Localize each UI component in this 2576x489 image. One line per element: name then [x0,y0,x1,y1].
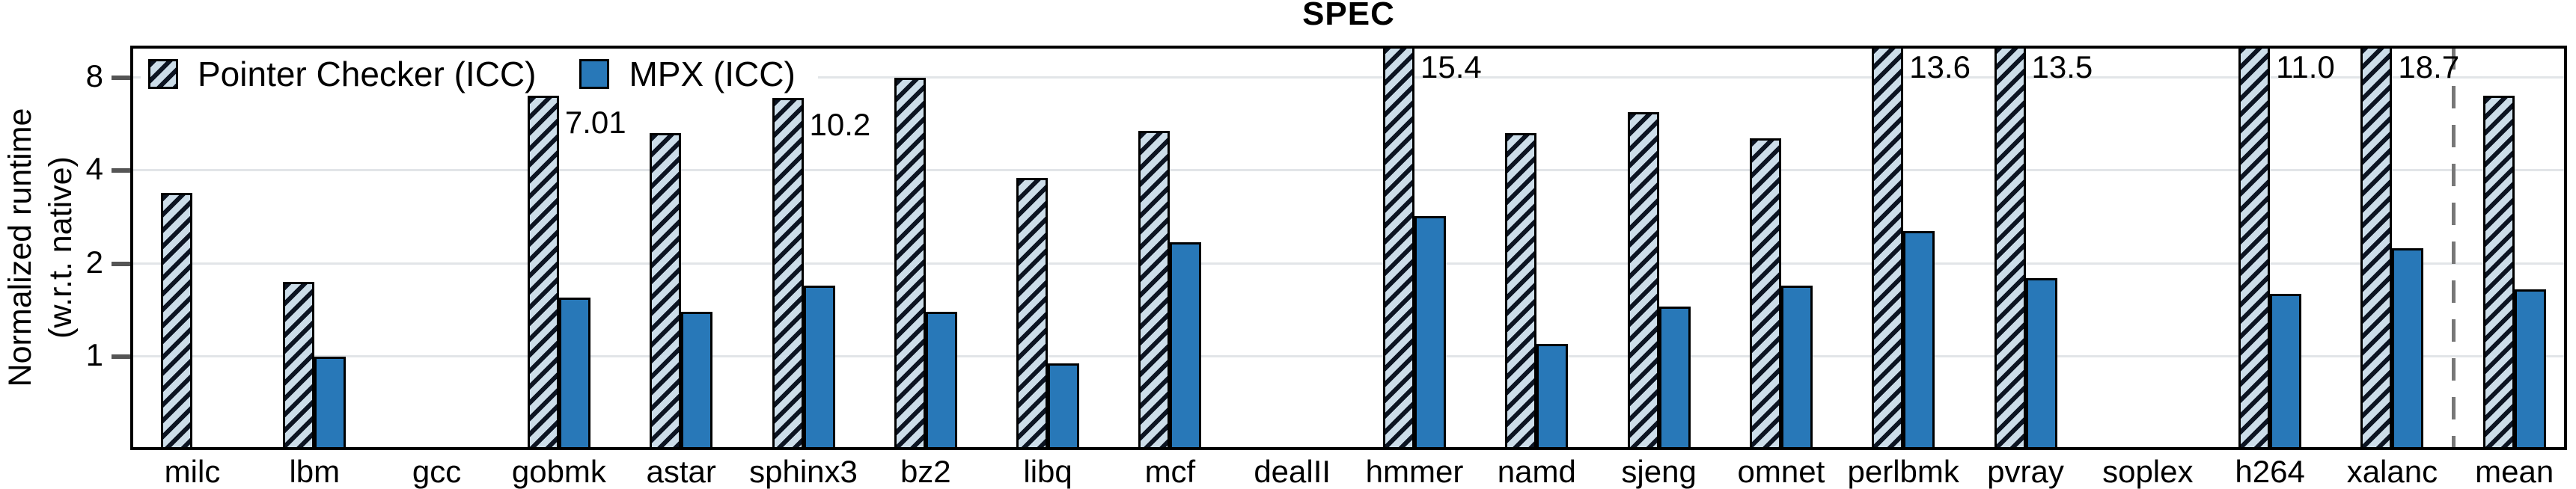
bar-pointer-checker-sphinx3 [772,97,804,450]
bar-pointer-checker-hmmer [1383,46,1414,450]
x-label-xalanc: xalanc [2346,454,2438,489]
bar-pointer-checker-h264 [2238,46,2271,450]
bar-mpx-namd [1536,343,1569,450]
bar-value-label-perlbmk: 13.6 [1909,49,1971,84]
bar-mpx-libq [1048,363,1080,450]
x-label-hmmer: hmmer [1365,454,1464,489]
x-label-h264: h264 [2235,454,2305,489]
bar-mpx-gobmk [558,298,590,450]
gridline-1 [133,355,2564,357]
bar-pointer-checker-pvray [1994,46,2026,450]
bar-mpx-astar [681,311,713,450]
x-label-sjeng: sjeng [1621,454,1697,489]
tick-mark-2 [112,261,130,266]
chart-title: SPEC [1302,0,1395,32]
bar-value-label-xalanc: 18.7 [2398,49,2460,84]
bar-mpx-sphinx3 [803,285,835,450]
bar-pointer-checker-mcf [1138,130,1171,450]
bar-mpx-sjeng [1658,307,1691,450]
x-label-perlbmk: perlbmk [1847,454,1959,489]
tick-label-2: 2 [85,244,103,280]
x-label-namd: namd [1497,454,1576,489]
bar-pointer-checker-namd [1505,132,1537,450]
bar-mpx-pvray [2025,277,2057,450]
legend-item-mpx: MPX (ICC) [579,54,796,94]
bar-pointer-checker-perlbmk [1872,46,1904,450]
gridline-2 [133,262,2564,265]
tick-mark-1 [112,354,130,359]
gridline-8 [133,76,2564,79]
bar-value-label-h264: 11.0 [2276,49,2335,84]
bar-mpx-omnet [1780,285,1813,450]
bar-value-label-sphinx3: 10.2 [809,106,871,142]
x-label-bz2: bz2 [900,454,951,489]
bar-value-label-pvray: 13.5 [2031,49,2093,84]
bar-mpx-lbm [314,357,347,450]
x-label-mean: mean [2475,454,2554,489]
x-label-astar: astar [646,454,716,489]
bar-pointer-checker-libq [1016,177,1049,450]
gridline-4 [133,169,2564,172]
bar-pointer-checker-xalanc [2360,46,2393,450]
bar-value-label-gobmk: 7.01 [564,104,626,140]
tick-label-8: 8 [85,58,103,94]
bar-mpx-h264 [2270,293,2302,450]
x-label-gcc: gcc [412,454,462,489]
bar-pointer-checker-milc [161,192,192,450]
tick-mark-4 [112,168,130,173]
x-label-pvray: pvray [1987,454,2064,489]
x-label-soplex: soplex [2102,454,2194,489]
bar-mpx-mean [2514,289,2546,450]
bar-pointer-checker-mean [2482,96,2515,450]
legend: Pointer Checker (ICC) MPX (ICC) [141,52,818,96]
legend-label: MPX (ICC) [629,55,796,93]
bar-mpx-bz2 [925,311,957,450]
legend-label: Pointer Checker (ICC) [198,55,537,93]
bar-pointer-checker-sjeng [1627,111,1659,450]
x-label-libq: libq [1023,454,1072,489]
bar-pointer-checker-omnet [1749,138,1781,450]
blue-swatch-icon [579,59,610,89]
bar-pointer-checker-bz2 [894,78,926,450]
plot-frame [130,46,2567,450]
tick-mark-8 [112,76,130,81]
x-label-dealII: dealII [1254,454,1331,489]
x-label-gobmk: gobmk [511,454,606,489]
x-label-lbm: lbm [289,454,341,489]
tick-label-4: 4 [85,151,103,187]
bar-pointer-checker-astar [650,132,682,450]
bar-mpx-perlbmk [1903,231,1935,450]
legend-item-pointer-checker: Pointer Checker (ICC) [148,54,536,94]
x-label-milc: milc [164,454,221,489]
bar-pointer-checker-lbm [283,281,315,450]
bar-mpx-hmmer [1414,216,1446,450]
bar-value-label-hmmer: 15.4 [1420,49,1482,84]
tick-label-1: 1 [85,337,103,372]
bar-mpx-xalanc [2392,247,2424,450]
mean-separator-line [2452,47,2456,449]
bar-mpx-mcf [1170,242,1202,450]
x-label-omnet: omnet [1737,454,1825,489]
bar-pointer-checker-gobmk [527,95,559,450]
x-label-mcf: mcf [1144,454,1196,489]
hatched-swatch-icon [148,59,178,89]
x-label-sphinx3: sphinx3 [749,454,858,489]
